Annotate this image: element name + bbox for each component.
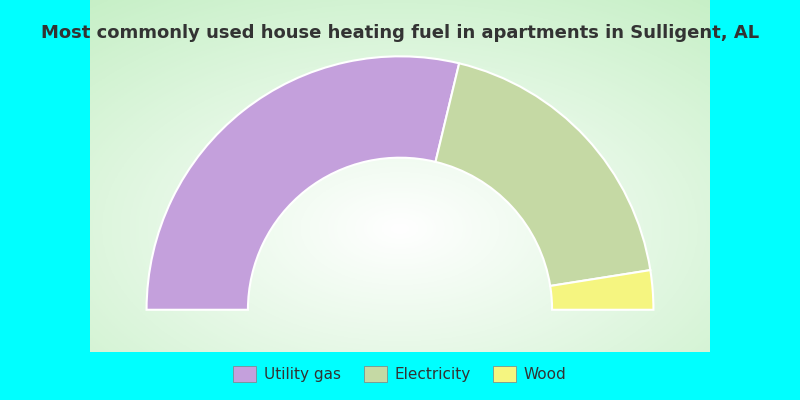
Wedge shape [550, 270, 654, 310]
Text: Most commonly used house heating fuel in apartments in Sulligent, AL: Most commonly used house heating fuel in… [41, 24, 759, 42]
Wedge shape [435, 63, 650, 286]
Wedge shape [146, 56, 459, 310]
Legend: Utility gas, Electricity, Wood: Utility gas, Electricity, Wood [227, 360, 573, 388]
